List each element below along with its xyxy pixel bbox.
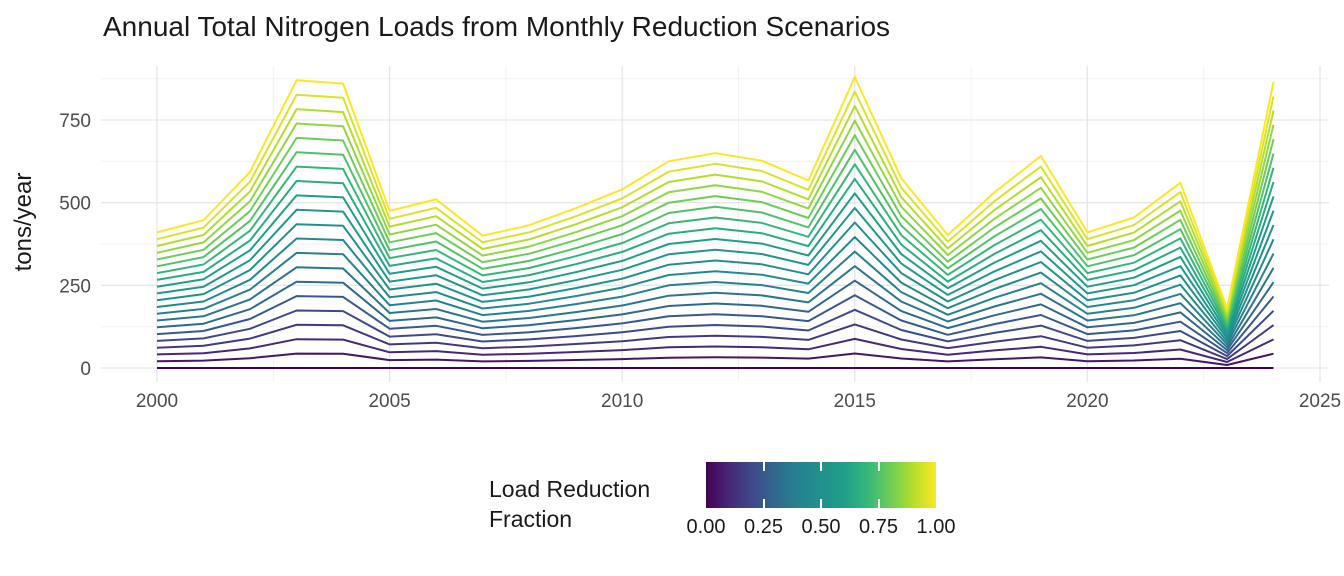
x-tick-label: 2010 [601, 391, 643, 412]
legend-tick-label: 1.00 [916, 516, 956, 538]
y-tick-label: 0 [80, 359, 91, 380]
legend-tick-label: 0.50 [801, 516, 841, 538]
colorbar-tick [762, 462, 765, 471]
y-tick-label: 750 [59, 111, 91, 132]
legend: Load Reduction Fraction 0.00 0.25 0.50 0… [0, 450, 1344, 560]
legend-tick-label: 0.75 [859, 516, 898, 538]
plot-title: Annual Total Nitrogen Loads from Monthly… [103, 11, 891, 42]
series-line-0.05 [156, 352, 1274, 366]
colorbar-tick [877, 462, 880, 471]
colorbar-tick [820, 499, 822, 508]
legend-colorbar [706, 462, 936, 508]
series-line-0.60 [156, 192, 1275, 334]
colorbar-tick [820, 462, 822, 471]
legend-tick-label: 0.25 [744, 516, 783, 538]
series-line-0.70 [156, 163, 1275, 328]
legend-title-line2: Fraction [489, 506, 573, 532]
series-line-0.50 [156, 221, 1275, 340]
x-tick-label: 2005 [368, 391, 410, 412]
y-tick-label: 500 [59, 194, 91, 215]
colorbar-tick [762, 499, 765, 508]
series-line-0.55 [156, 207, 1275, 337]
x-tick-label: 2015 [834, 391, 876, 412]
x-tick-label: 2025 [1299, 391, 1341, 412]
colorbar-tick [877, 499, 880, 508]
series-line-0.90 [156, 105, 1275, 316]
series-line-0.15 [156, 323, 1275, 361]
series-line-0.30 [156, 279, 1275, 352]
legend-tick-label: 0.00 [686, 516, 726, 538]
series-line-0.85 [156, 119, 1275, 319]
x-tick-label: 2000 [136, 391, 178, 412]
legend-title: Load Reduction Fraction [489, 474, 650, 534]
series-line-0.35 [156, 265, 1275, 349]
series-line-0.25 [156, 294, 1275, 355]
series-line-0.45 [156, 236, 1275, 343]
series-line-0.20 [156, 308, 1275, 358]
series-line-0.80 [156, 134, 1275, 322]
series-line-0.65 [156, 177, 1275, 331]
series-line-0.75 [156, 148, 1275, 325]
x-tick-label: 2020 [1066, 391, 1108, 412]
y-tick-label: 250 [59, 276, 91, 297]
plot-area: 2000 2005 2010 2015 2020 2025 0 250 500 750 [59, 66, 1341, 412]
series-line-0.10 [156, 337, 1274, 363]
series-line-0.95 [156, 90, 1275, 313]
series-line-0.40 [156, 250, 1275, 346]
legend-title-line1: Load Reduction [489, 476, 651, 502]
series-line-1.00 [156, 76, 1275, 310]
